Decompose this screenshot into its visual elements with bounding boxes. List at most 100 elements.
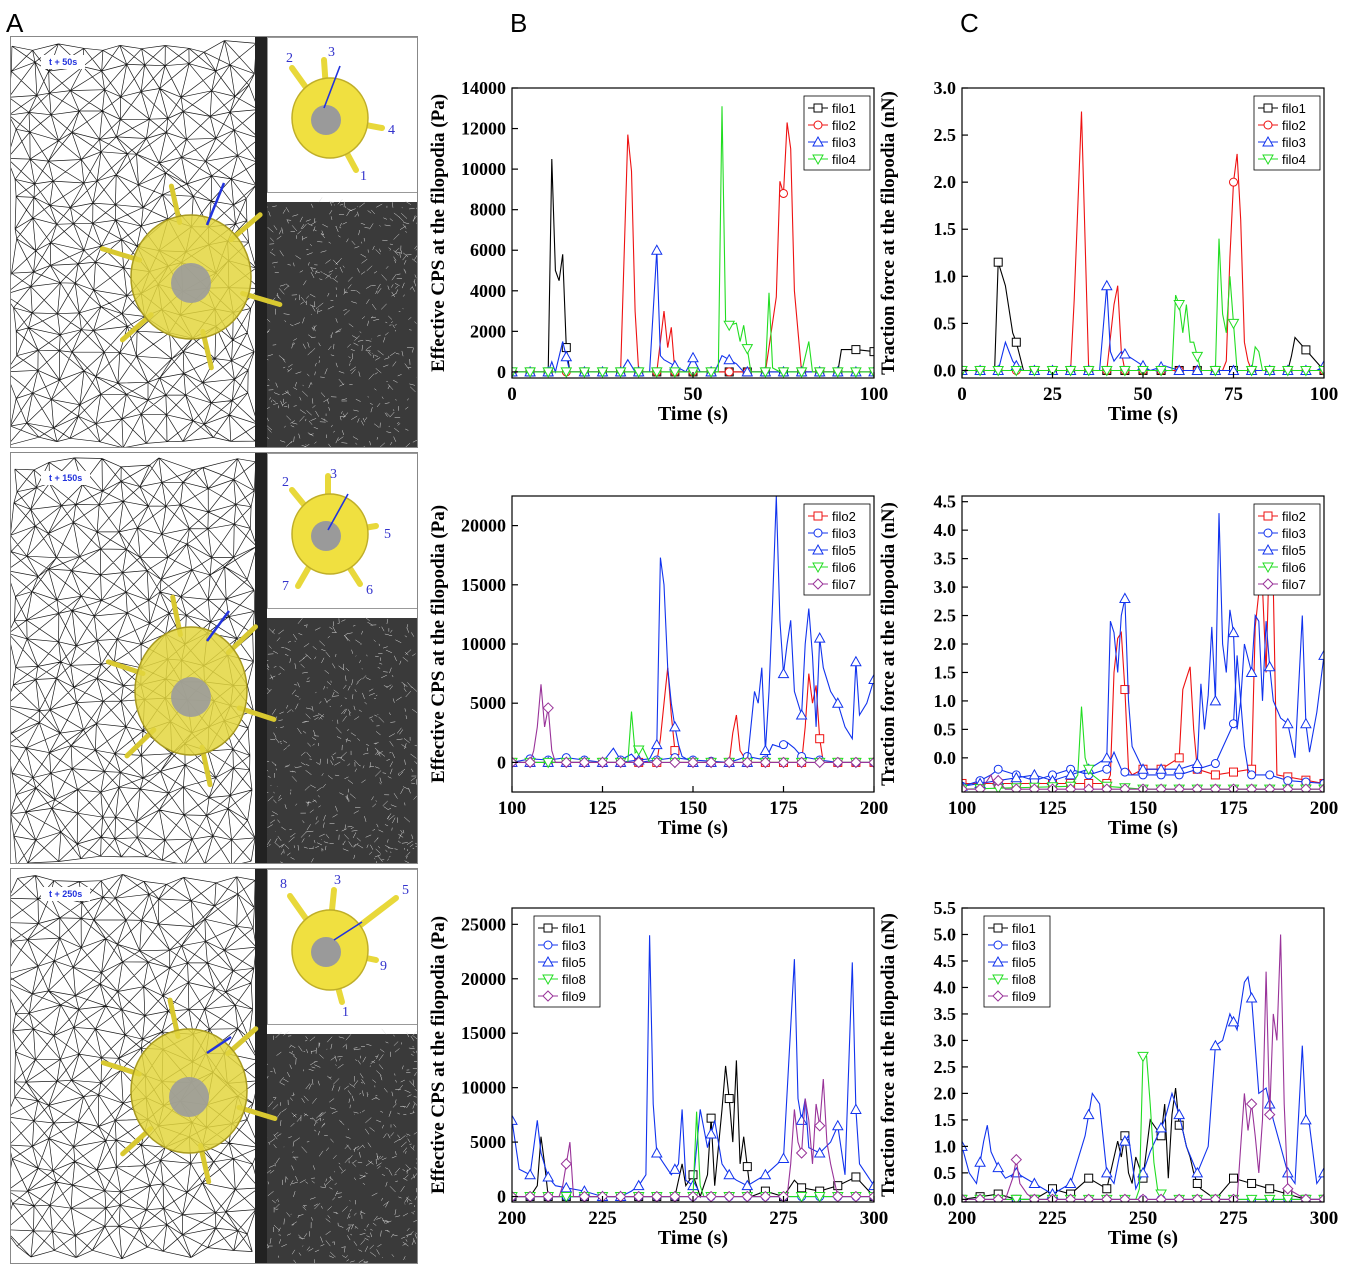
data-point (1173, 1193, 1185, 1202)
simulation-panel-2: t + 150s 2 3 5 7 6 (10, 452, 418, 864)
data-point (1010, 1194, 1023, 1202)
legend-label: filo9 (562, 989, 586, 1004)
plot-area (962, 111, 1324, 377)
legend: filo1 filo2 filo3 filo4 (803, 95, 871, 171)
data-point (632, 1179, 645, 1191)
chart-b-row3: 200 225 250 275 300 0 5000 10000 15000 20000 25000… (428, 907, 888, 1249)
y-tick-label: 0.5 (934, 1163, 957, 1183)
x-axis-label: Time (s) (658, 817, 728, 839)
data-point (741, 756, 754, 769)
data-point (992, 955, 1004, 967)
data-point (1282, 1183, 1294, 1195)
data-point (1229, 1173, 1238, 1183)
x-tick-label: 125 (588, 798, 617, 819)
data-point (993, 923, 1003, 933)
data-point (724, 1094, 734, 1104)
data-point (813, 1120, 826, 1132)
filopodium-number: 3 (328, 45, 335, 60)
data-point (1247, 770, 1257, 780)
data-point (1010, 771, 1023, 783)
y-axis-label: Traction force at the filopodia (nN) (878, 91, 899, 375)
y-tick-label: 4.0 (934, 520, 957, 540)
data-point (1209, 1193, 1222, 1202)
y-tick-label: 4.5 (934, 492, 957, 512)
chart-c-row2: 100 125 150 175 200 0.0 0.5 1.0 1.5 2.0 2.5 3.0 3.5 4… (878, 492, 1338, 839)
data-point (851, 345, 861, 355)
y-tick-label: 15000 (461, 575, 506, 595)
filopodium-number: 1 (360, 169, 367, 184)
time-label: t + 50s (41, 55, 86, 69)
x-axis-label: Time (s) (1108, 403, 1178, 425)
data-point (868, 756, 874, 769)
data-point (1102, 1184, 1112, 1194)
y-tick-label: 2.5 (934, 606, 957, 626)
data-point (993, 257, 1003, 267)
data-point (777, 1152, 790, 1163)
y-tick-label: 0 (497, 362, 506, 382)
x-tick-label: 250 (1129, 1208, 1158, 1229)
legend-label: filo5 (832, 543, 856, 558)
cell-inset: 2 3 5 7 6 (267, 453, 417, 609)
series-line-filo4 (962, 238, 1324, 372)
legend-label: filo8 (562, 972, 586, 987)
data-point (542, 955, 554, 967)
simulation-panel-3: t + 250s 8 3 5 9 1 (10, 868, 418, 1264)
data-point (632, 367, 645, 378)
data-point (974, 1156, 986, 1167)
data-point (542, 1170, 555, 1182)
data-point (705, 367, 717, 378)
time-label: t + 150s (41, 471, 91, 485)
legend-label: filo5 (1012, 955, 1036, 970)
data-point (524, 756, 536, 769)
data-point (1263, 120, 1273, 130)
data-point (1245, 783, 1258, 792)
data-point (795, 367, 808, 378)
data-point (650, 1146, 663, 1158)
y-tick-label: 5.5 (934, 898, 957, 918)
data-point (795, 1147, 808, 1159)
filopodium-number: 3 (330, 467, 337, 482)
x-axis-label: Time (s) (1108, 817, 1178, 839)
cell-image: 8 3 5 9 1 (280, 873, 409, 1020)
y-tick-label: 1.5 (934, 1110, 957, 1130)
y-tick-label: 5.0 (934, 924, 957, 944)
data-point (1028, 1177, 1041, 1188)
data-point (812, 578, 824, 590)
y-tick-label: 15000 (461, 1023, 506, 1043)
data-point (993, 940, 1003, 950)
data-point (992, 1161, 1005, 1173)
data-point (1262, 543, 1274, 555)
data-point (1119, 347, 1131, 359)
data-point (797, 1183, 807, 1193)
y-tick-label: 2.5 (934, 125, 957, 145)
legend-label: filo3 (1282, 135, 1306, 150)
data-point (1173, 783, 1185, 792)
legend-label: filo4 (832, 152, 856, 167)
legend-label: filo7 (832, 577, 856, 592)
data-point (1281, 1194, 1294, 1202)
data-point (543, 940, 553, 950)
mesh-lines (11, 37, 417, 447)
x-tick-label: 100 (860, 384, 889, 405)
data-point (868, 367, 874, 378)
data-point (974, 1193, 986, 1202)
y-tick-label: 0 (497, 752, 506, 772)
data-point (1120, 767, 1130, 777)
data-point (596, 367, 609, 378)
x-axis-label: Time (s) (1108, 1227, 1178, 1249)
y-tick-label: 2.5 (934, 1057, 957, 1077)
y-tick-label: 10000 (461, 634, 506, 654)
data-point (724, 367, 734, 377)
data-point (1082, 1108, 1095, 1120)
y-tick-label: 0.0 (934, 360, 957, 380)
data-point (813, 1192, 826, 1202)
y-tick-label: 1.0 (934, 1136, 957, 1156)
x-tick-label: 175 (1219, 798, 1248, 819)
y-tick-label: 3.5 (934, 549, 957, 569)
series-line-filo1 (512, 158, 874, 373)
legend-label: filo9 (1012, 989, 1036, 1004)
data-point (974, 783, 986, 792)
data-point (812, 135, 824, 147)
data-point (962, 783, 968, 792)
data-point (1191, 1166, 1204, 1178)
